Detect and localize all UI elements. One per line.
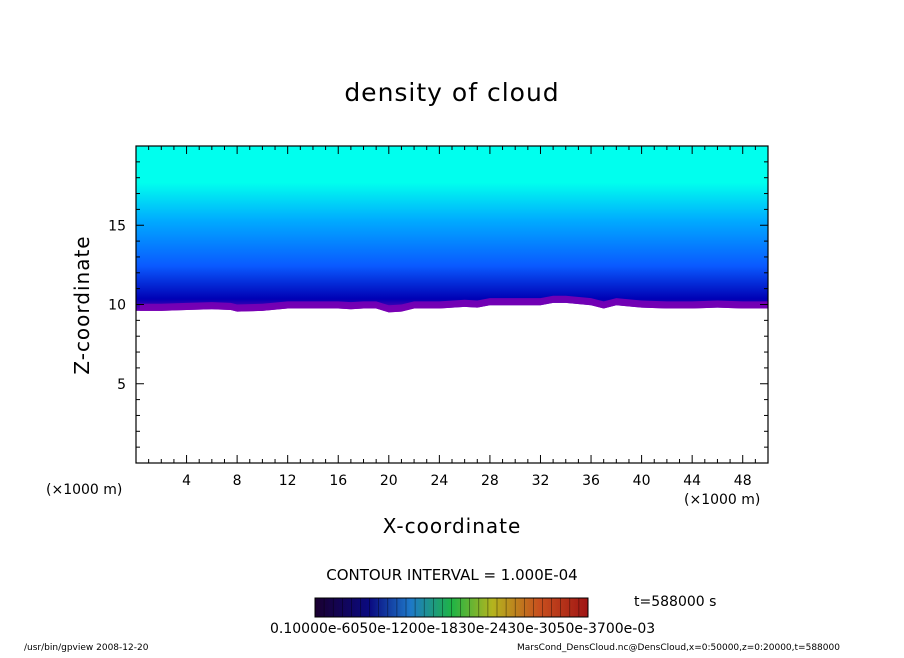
- cloud-region: [136, 146, 768, 313]
- density-field: [136, 146, 768, 313]
- x-tick-label: 20: [380, 473, 398, 489]
- x-axis-label: X-coordinate: [382, 514, 522, 538]
- time-label: t=588000 s: [634, 594, 717, 610]
- footer-program-date: /usr/bin/gpview 2008-12-20: [24, 643, 149, 653]
- x-tick-label: 4: [182, 473, 191, 489]
- x-tick-label: 32: [532, 473, 550, 489]
- colorbar-tick-labels: 0.10000e-6050e-1200e-1830e-2430e-3050e-3…: [270, 621, 656, 637]
- footer-source: MarsCond_DensCloud.nc@DensCloud,x=0:5000…: [517, 643, 840, 653]
- x-tick-label: 28: [481, 473, 499, 489]
- chart-title: density of cloud: [344, 78, 560, 107]
- cloud-base-layer: [139, 295, 768, 313]
- x-unit-label-right: (×1000 m): [684, 492, 761, 508]
- contour-interval-label: CONTOUR INTERVAL = 1.000E-04: [326, 566, 578, 584]
- colorbar: [314, 597, 589, 618]
- x-tick-label: 24: [430, 473, 448, 489]
- y-tick-label: 5: [117, 377, 126, 393]
- x-tick-label: 8: [233, 473, 242, 489]
- x-tick-label: 48: [734, 473, 752, 489]
- x-tick-label: 12: [279, 473, 297, 489]
- y-tick-label: 10: [108, 298, 126, 314]
- x-unit-label-left: (×1000 m): [46, 482, 123, 498]
- y-axis-label: Z-coordinate: [70, 235, 94, 375]
- x-tick-label: 16: [329, 473, 347, 489]
- y-tick-label: 15: [108, 218, 126, 234]
- x-tick-label: 40: [633, 473, 651, 489]
- x-tick-label: 44: [683, 473, 701, 489]
- x-tick-label: 36: [582, 473, 600, 489]
